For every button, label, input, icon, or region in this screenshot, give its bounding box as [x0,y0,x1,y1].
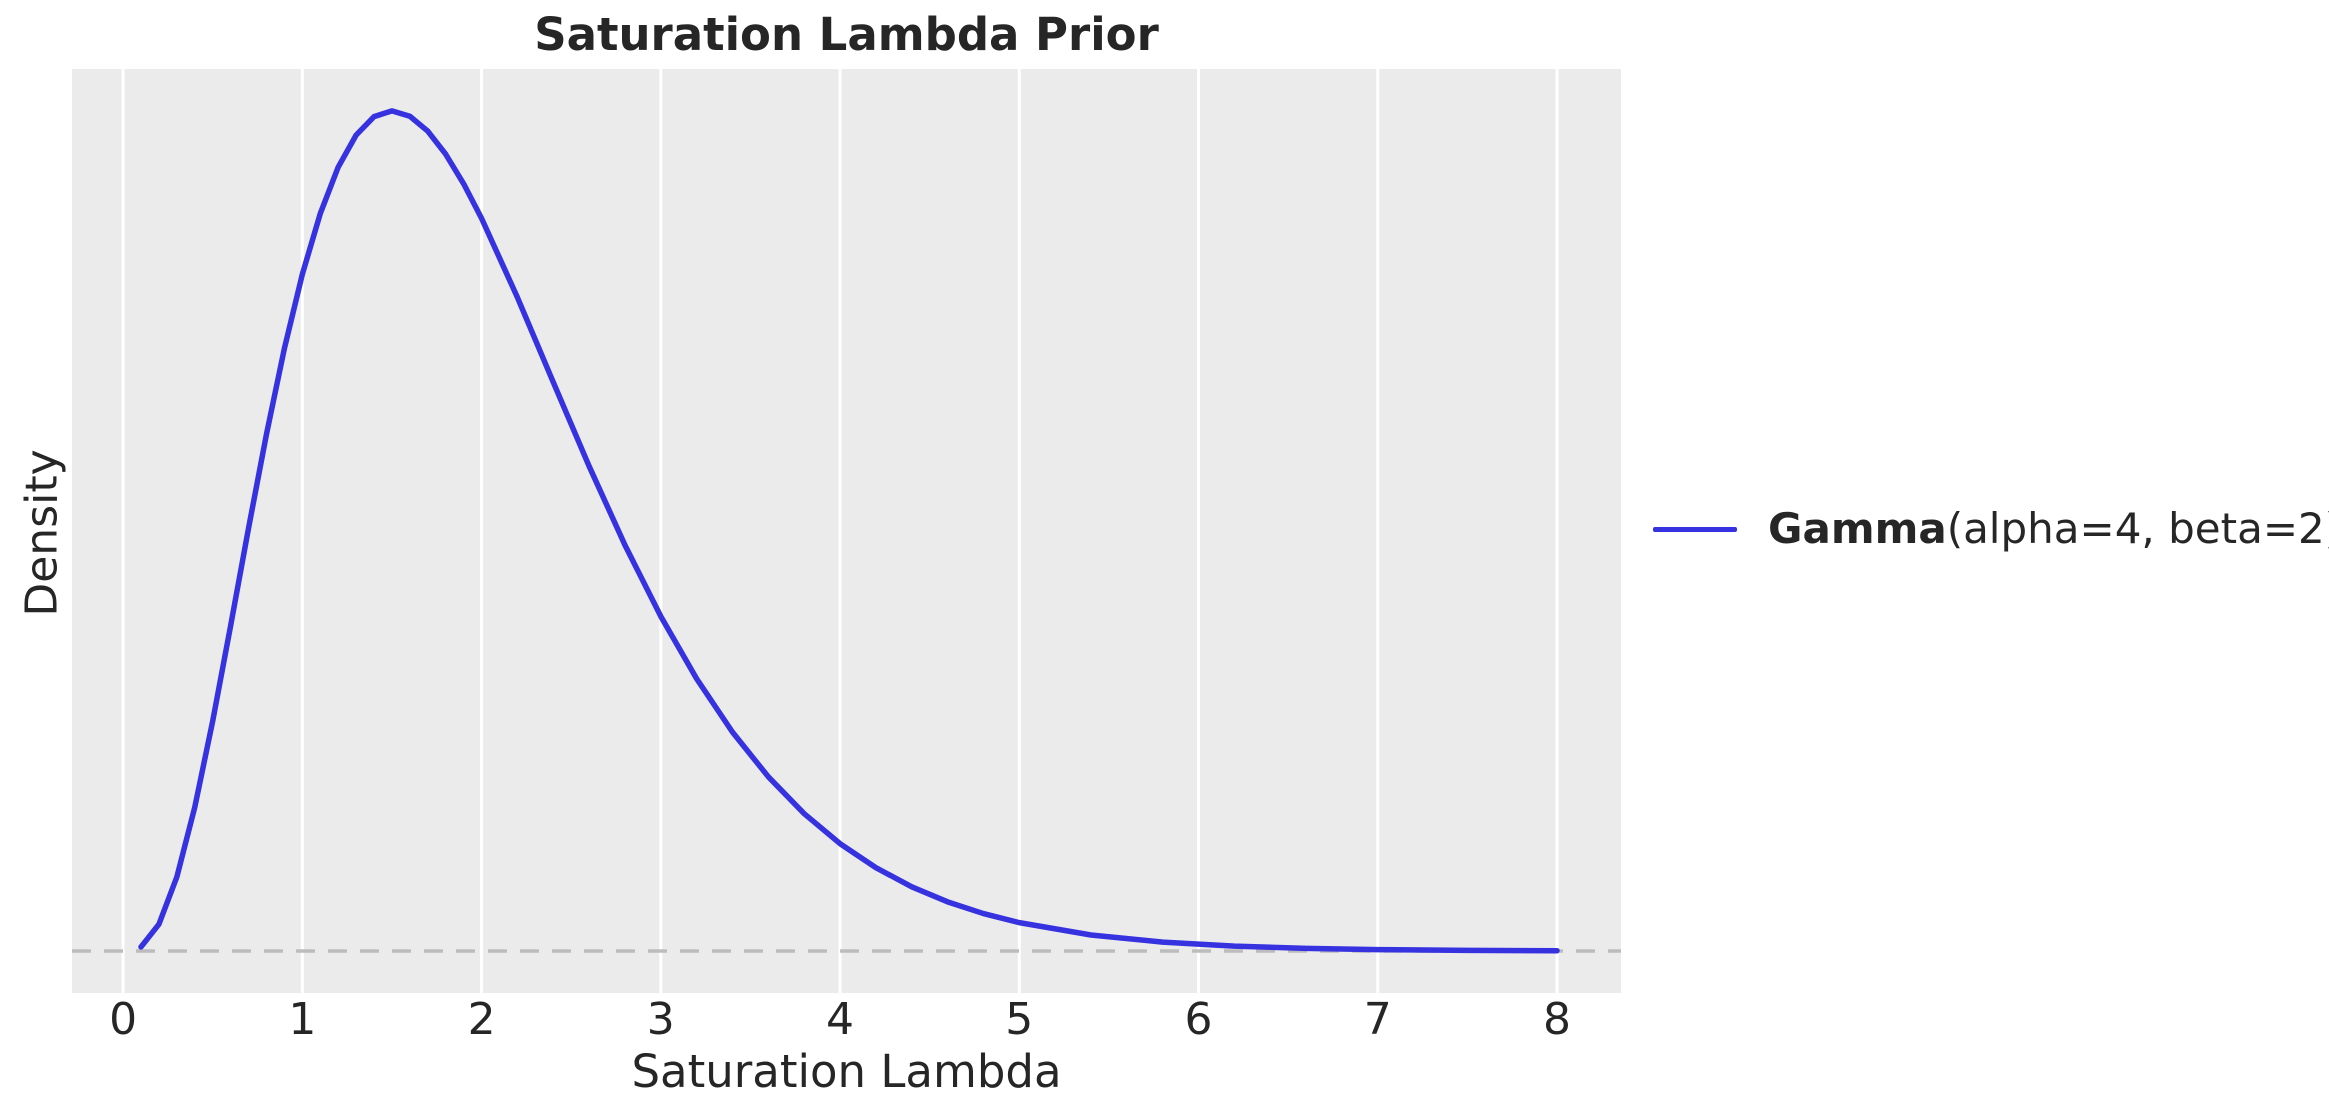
y-axis-label: Density [16,449,68,617]
x-tick-label-7: 7 [1363,994,1392,1045]
x-tick-label-6: 6 [1184,994,1213,1045]
chart-title: Saturation Lambda Prior [534,8,1159,61]
x-tick-label-5: 5 [1005,994,1034,1045]
x-tick-label-0: 0 [109,994,138,1045]
legend-line-swatch [1653,526,1737,532]
x-axis-label: Saturation Lambda [631,1045,1062,1098]
x-tick-label-1: 1 [288,994,317,1045]
x-tick-label-8: 8 [1543,994,1571,1045]
x-tick-label-4: 4 [826,994,855,1045]
x-tick-label-3: 3 [646,994,675,1045]
plot-area [72,69,1621,993]
legend: Gamma(alpha=4, beta=2) [1653,504,2329,554]
x-tick-label-2: 2 [467,994,496,1045]
plot-background [72,69,1621,993]
density-curve-0 [138,108,1560,954]
legend-label-rest: (alpha=4, beta=2) [1946,504,2329,553]
legend-label-bold: Gamma [1768,504,1947,553]
legend-label: Gamma(alpha=4, beta=2) [1768,508,2329,550]
